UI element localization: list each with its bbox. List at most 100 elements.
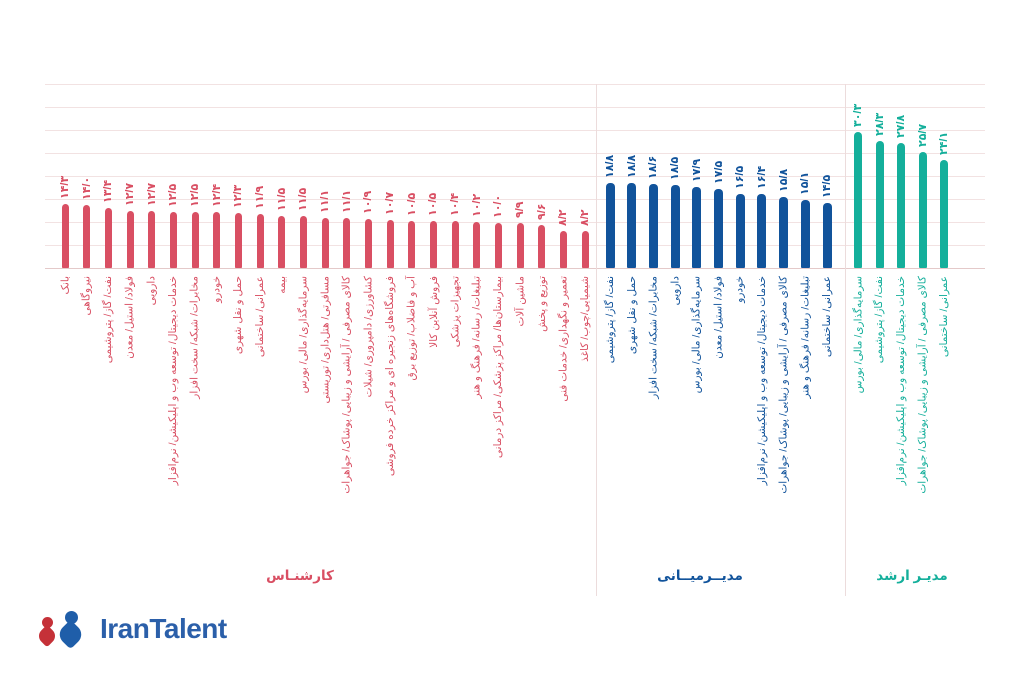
bar xyxy=(735,194,745,268)
bar xyxy=(627,183,637,268)
bar-value-label: ۱۰/۲ xyxy=(470,193,483,217)
bar-category-label: کالای مصرفی / آرایشی و زیبایی/ پوشاک/ جو… xyxy=(340,276,353,494)
bar-category-label: کالای مصرفی / آرایشی و زیبایی/ پوشاک/ جو… xyxy=(916,276,929,494)
bar xyxy=(61,204,69,268)
bar-category-label: توزیع و پخش xyxy=(535,276,548,332)
bar-category-label: خودرو xyxy=(734,276,747,303)
bar-category-label: سرمایه‌گذاری/ مالی/ بورس xyxy=(852,276,864,394)
bar-category-label: عمرانی/ ساختمانی xyxy=(938,276,950,358)
group-caption-middle-manager: مدیــرمیــانی xyxy=(657,568,743,583)
bar xyxy=(148,211,156,268)
bar-category-label: سرمایه‌گذاری/ مالی/ بورس xyxy=(690,276,703,394)
bar xyxy=(234,213,242,268)
bar xyxy=(897,143,905,268)
bar-value-label: ۱۰/۹ xyxy=(362,190,375,214)
bar xyxy=(670,185,680,268)
bar xyxy=(875,141,884,268)
bar-category-label: بیمه xyxy=(275,276,288,294)
bar-value-label: ۱۸/۸ xyxy=(604,154,616,178)
bar-value-label: ۱۲/۵ xyxy=(189,183,202,207)
bar-value-label: ۸/۲ xyxy=(557,209,570,226)
bar-category-label: مسافرتی/ هتل‌داری/ توریستی xyxy=(319,276,332,404)
bar xyxy=(256,214,264,268)
bar-value-label: ۱۲/۷ xyxy=(145,182,158,206)
bar-value-label: ۱۲/۴ xyxy=(210,183,223,207)
bar-value-label: ۱۴/۵ xyxy=(821,174,833,198)
bar-value-label: ۱۱/۹ xyxy=(254,185,267,209)
bar-category-label: فروشگاه‌های زنجیره ای و مراکز خرده فروشی xyxy=(384,276,397,477)
bar-value-label: ۱۰/۷ xyxy=(384,191,397,215)
bar-value-label: ۲۵/۷ xyxy=(916,123,929,147)
bar-value-label: ۱۴/۳ xyxy=(59,175,71,199)
bar xyxy=(364,219,372,268)
bar-value-label: ۱۶/۴ xyxy=(755,165,768,189)
bar-value-label: ۱۲/۷ xyxy=(124,182,136,206)
bar-value-label: ۱۱/۱ xyxy=(340,189,353,213)
bar-category-label: عمرانی/ ساختمانی xyxy=(821,276,833,358)
bar-category-label: حمل و نقل شهری xyxy=(625,276,638,355)
person-red-head-icon xyxy=(42,617,53,628)
bar-category-label: خودرو xyxy=(210,276,223,303)
bar xyxy=(213,212,221,268)
bar xyxy=(83,205,91,268)
bar-value-label: ۲۸/۳ xyxy=(873,112,886,136)
bar-value-label: ۱۸/۵ xyxy=(669,156,682,180)
bar-value-label: ۳۰/۳ xyxy=(852,103,864,127)
group-separator xyxy=(596,84,597,596)
bar-value-label: ۱۵/۸ xyxy=(777,168,790,192)
bar-category-label: تبلیغات/ رسانه/ فرهنگ و هنر xyxy=(470,276,483,399)
bar-value-label: ۱۲/۳ xyxy=(232,184,245,208)
bar xyxy=(278,216,286,268)
bar-value-label: ۲۷/۸ xyxy=(895,114,907,138)
bar-category-label: نفت/ گاز/ پتروشیمی xyxy=(102,276,115,364)
bar xyxy=(779,197,789,268)
irantalent-logo: IranTalent xyxy=(35,608,227,650)
group-separator xyxy=(845,84,846,596)
bar-value-label: ۱۶/۵ xyxy=(734,165,747,189)
bar-category-label: دارویی xyxy=(669,276,682,306)
bar xyxy=(692,187,702,268)
bar-value-label: ۱۲/۵ xyxy=(167,183,180,207)
bar xyxy=(918,152,927,268)
bar-value-label: ۱۳/۴ xyxy=(102,179,115,203)
person-red-body-icon xyxy=(35,624,59,648)
bar xyxy=(516,223,524,268)
group-caption-specialist: کارشنـاس xyxy=(266,568,334,583)
bar xyxy=(169,212,177,268)
bar-value-label: ۱۰/۴ xyxy=(449,192,462,216)
bar-category-label: حمل و نقل شهری xyxy=(232,276,245,355)
bar-value-label: ۱۸/۶ xyxy=(647,155,660,179)
bar-category-label: مخابرات/ شبکه/ سخت افزار xyxy=(189,276,202,399)
bar xyxy=(299,216,307,268)
bar xyxy=(451,221,459,268)
irantalent-logo-icon xyxy=(35,608,90,650)
group-caption-senior-manager: مدیـر ارشد xyxy=(876,568,948,583)
bar-category-label: تبلیغات/ رسانه/ فرهنگ و هنر xyxy=(799,276,812,399)
bar-category-label: نفت/ گاز/ پتروشیمی xyxy=(604,276,616,364)
bar-category-label: دارویی xyxy=(145,276,158,306)
person-blue-body-icon xyxy=(55,619,86,650)
bar xyxy=(605,183,615,268)
bar-category-label: بیمارستان‌ها/ مراکز پزشکی/ مراکز درمانی xyxy=(492,276,505,459)
bar xyxy=(126,211,134,268)
bar-category-label: نیروگاهی xyxy=(80,276,93,316)
bar xyxy=(800,200,810,268)
bar-value-label: ۹/۶ xyxy=(535,203,548,220)
bar xyxy=(559,231,567,268)
bar-category-label: آب و فاضلاب/ توزیع برق xyxy=(405,276,418,381)
bar-value-label: ۱۱/۵ xyxy=(297,187,310,211)
bar-category-label: خدمات دیجیتال/ توسعه وب و اپلیکیشن/ نرم‌… xyxy=(895,276,907,486)
bar xyxy=(940,160,948,268)
bar-value-label: ۱۱/۵ xyxy=(275,187,288,211)
bar-value-label: ۱۵/۱ xyxy=(799,171,812,195)
bar-category-label: خدمات دیجیتال/ توسعه وب و اپلیکیشن/ نرم‌… xyxy=(755,276,768,486)
bar-category-label: بانک xyxy=(59,276,71,295)
bar-category-label: فروش آنلاین کالا xyxy=(427,276,440,348)
bar xyxy=(473,222,481,268)
bar-category-label: خدمات دیجیتال/ توسعه وب و اپلیکیشن/ نرم‌… xyxy=(167,276,180,486)
bar-category-label: نفت/ گاز/ پتروشیمی xyxy=(873,276,886,364)
bar-value-label: ۹/۹ xyxy=(514,201,527,218)
bar xyxy=(757,194,767,268)
bar-value-label: ۱۰/۰ xyxy=(492,194,505,218)
